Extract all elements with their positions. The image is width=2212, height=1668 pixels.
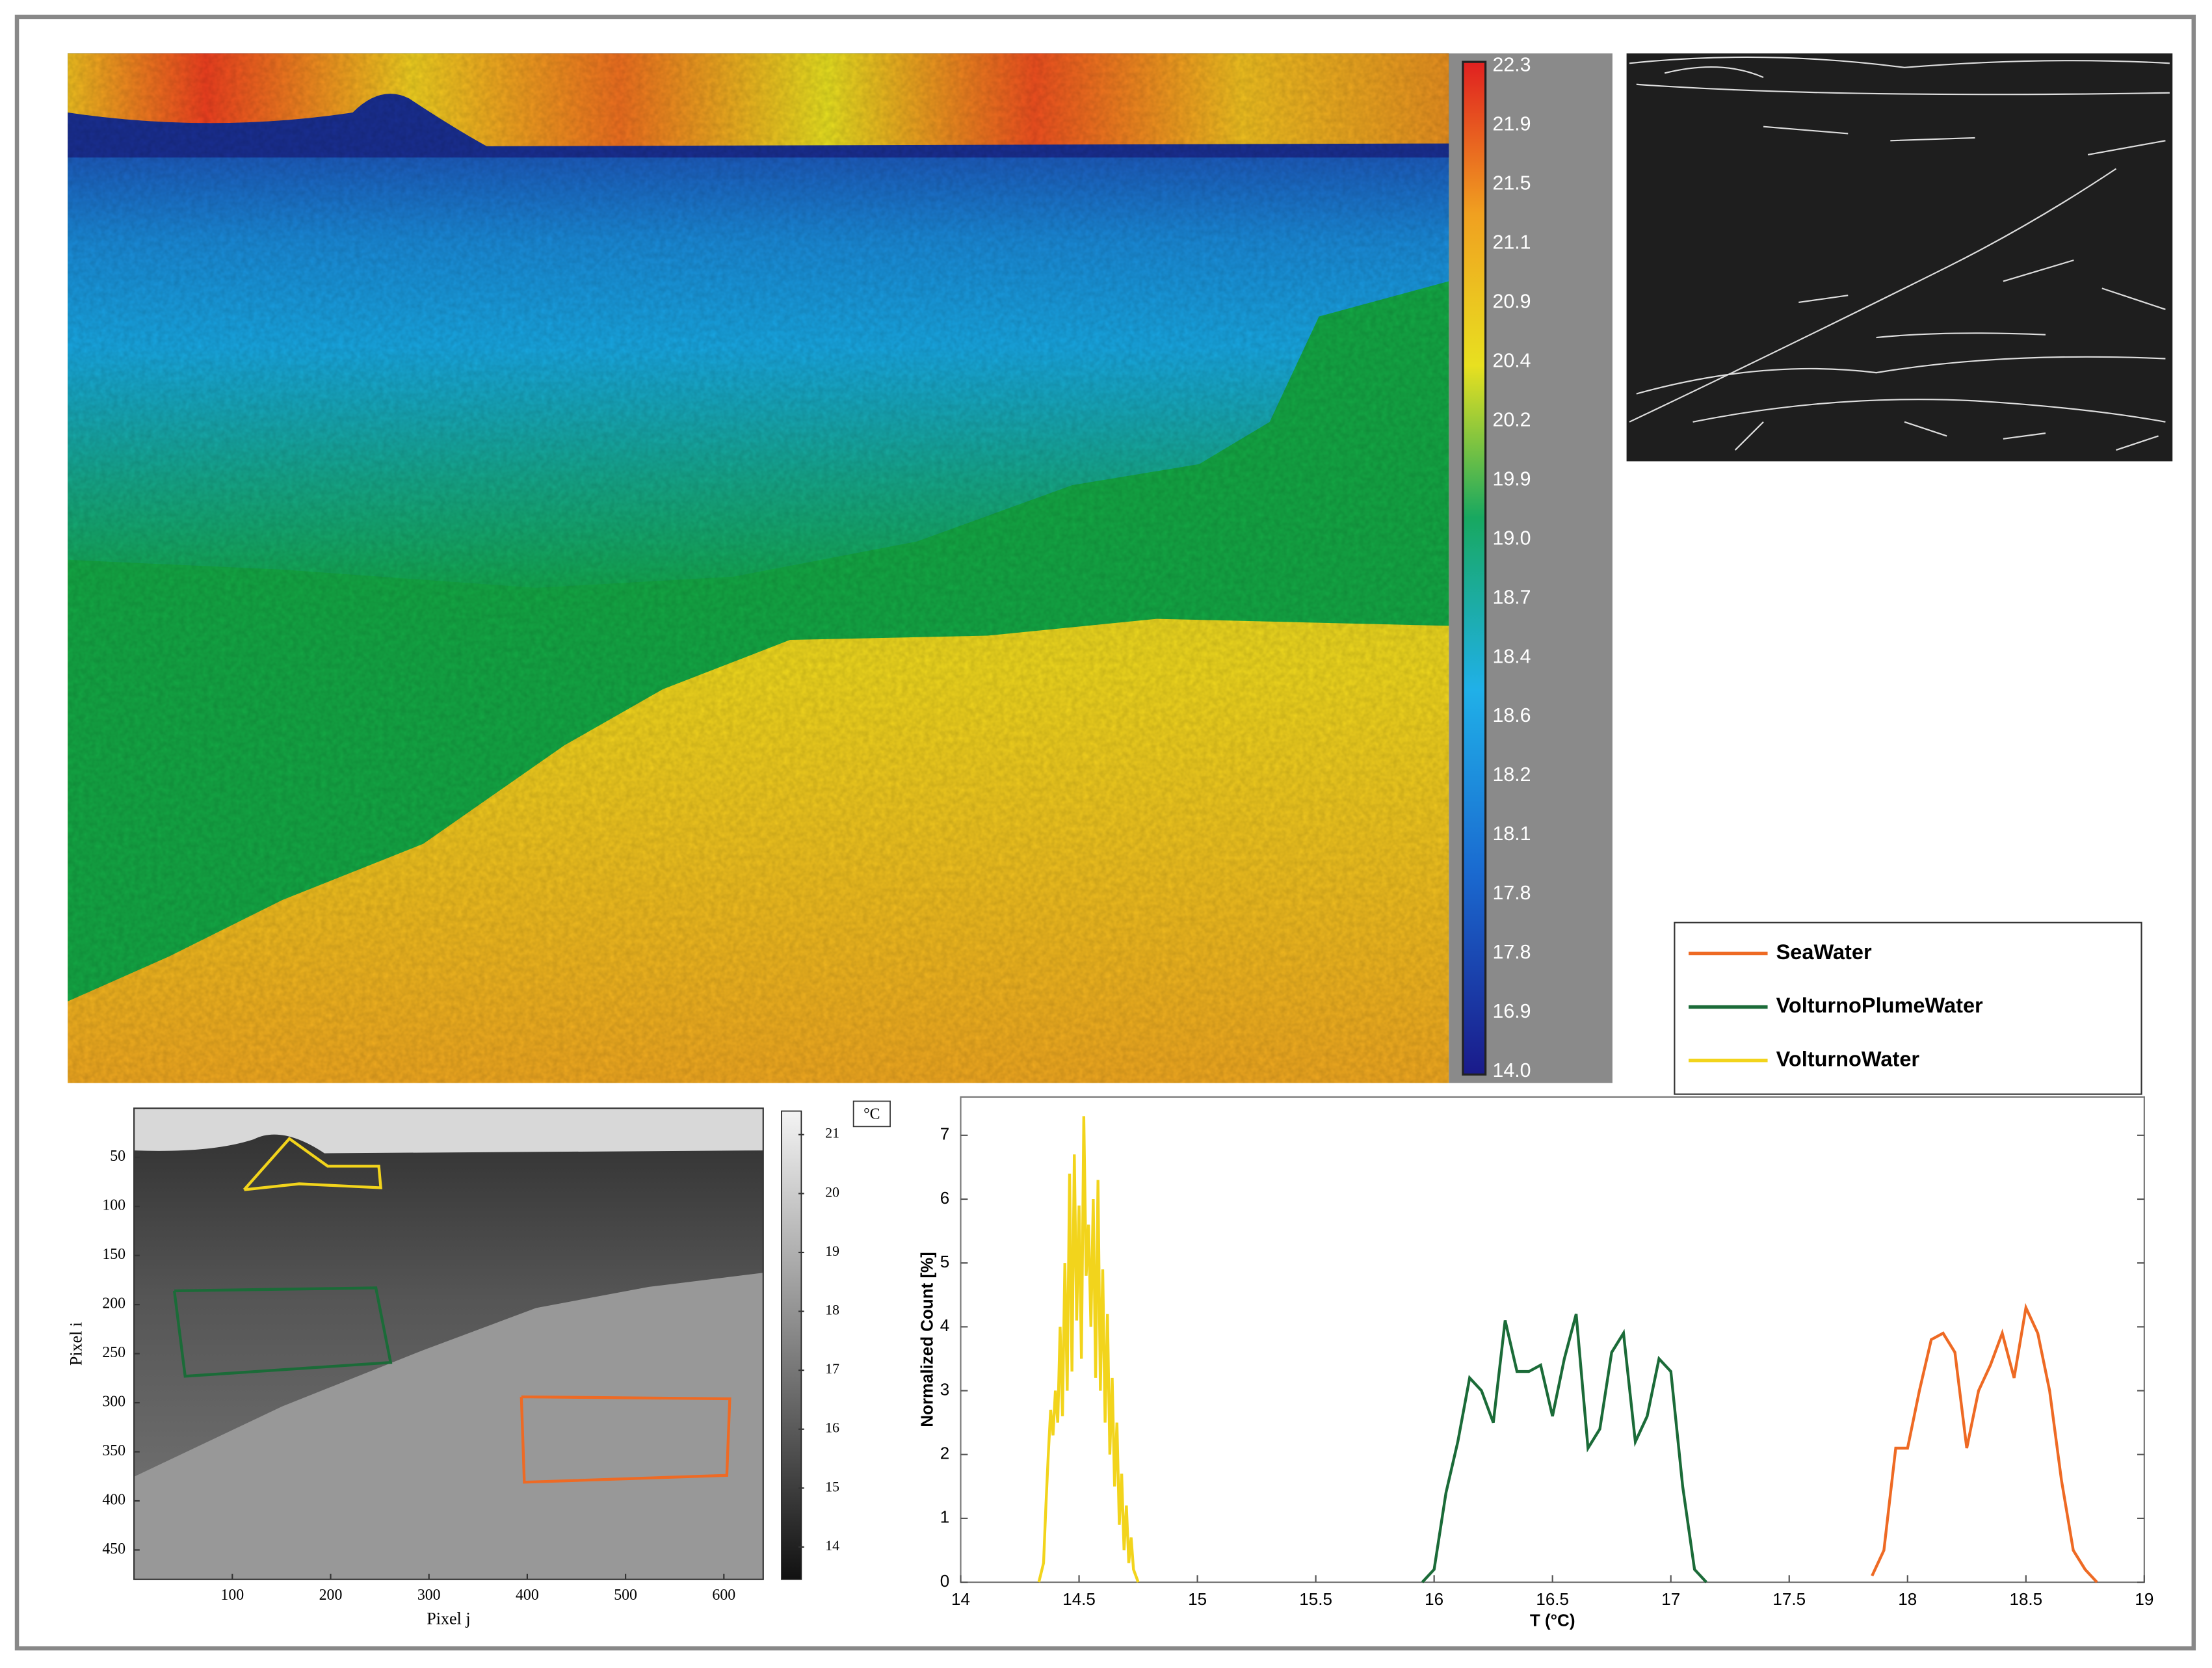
colorbar-label: 20.4 xyxy=(1492,351,1531,372)
x-tick-label: 600 xyxy=(712,1587,735,1604)
image-noise xyxy=(68,53,1449,1083)
colorbar-tick-label: 17 xyxy=(825,1361,839,1377)
y-tick-label: 400 xyxy=(102,1491,125,1508)
colorbar-label: 16.9 xyxy=(1492,1001,1531,1022)
y-tick-label: 350 xyxy=(102,1442,125,1459)
colorbar-tick-label: 14 xyxy=(825,1538,839,1554)
legend-label: VolturnoWater xyxy=(1776,1047,1920,1070)
x-tick-label: 15.5 xyxy=(1299,1589,1332,1609)
y-tick-label: 300 xyxy=(102,1394,125,1410)
legend-label: SeaWater xyxy=(1776,940,1872,964)
y-tick-label: 1 xyxy=(940,1507,949,1527)
colorbar-label: 19.0 xyxy=(1492,527,1531,549)
x-tick-label: 18.5 xyxy=(2009,1589,2042,1609)
y-tick-label: 150 xyxy=(102,1246,125,1263)
colorbar-label: 21.5 xyxy=(1492,173,1531,194)
x-axis-label: Pixel j xyxy=(427,1609,470,1628)
colorbar-tick-label: 16 xyxy=(825,1420,839,1436)
y-tick-label: 5 xyxy=(940,1252,949,1271)
colorbar-tick-label: 19 xyxy=(825,1243,839,1259)
gray-plume xyxy=(134,1273,763,1580)
thermal-image xyxy=(68,53,1613,1083)
y-tick-label: 0 xyxy=(940,1571,949,1591)
y-tick-label: 7 xyxy=(940,1124,949,1144)
x-tick-label: 400 xyxy=(516,1587,539,1604)
colorbar-label: 14.0 xyxy=(1492,1060,1531,1081)
x-tick-label: 100 xyxy=(220,1587,244,1604)
colorbar xyxy=(1462,60,1487,1076)
series-line xyxy=(1037,1116,1140,1583)
x-tick-label: 15 xyxy=(1188,1589,1207,1609)
x-tick-label: 19 xyxy=(2135,1589,2153,1609)
colorbar-unit: °C xyxy=(863,1106,880,1123)
colorbar-tick-label: 15 xyxy=(825,1479,839,1494)
gray-colorbar xyxy=(781,1110,802,1580)
figure-frame xyxy=(14,14,2196,1650)
y-axis-label: Normalized Count [%] xyxy=(917,1252,936,1427)
colorbar-tick-label: 21 xyxy=(825,1126,839,1141)
gray-shore xyxy=(134,1108,763,1154)
x-tick-label: 14.5 xyxy=(1062,1589,1096,1609)
y-axis-label: Pixel i xyxy=(66,1322,85,1366)
y-tick-label: 100 xyxy=(102,1197,125,1214)
y-tick-label: 2 xyxy=(940,1444,949,1463)
colorbar-label: 21.1 xyxy=(1492,232,1531,254)
plot-frame xyxy=(960,1096,2145,1583)
x-tick-label: 300 xyxy=(417,1587,441,1604)
colorbar-label: 18.1 xyxy=(1492,823,1531,845)
colorbar-label: 18.2 xyxy=(1492,764,1531,786)
x-tick-label: 16 xyxy=(1425,1589,1443,1609)
y-tick-label: 200 xyxy=(102,1295,125,1312)
colorbar-label: 17.8 xyxy=(1492,942,1531,963)
unit-box xyxy=(852,1100,891,1128)
colorbar-tick-label: 20 xyxy=(825,1184,839,1200)
colorbar-label: 22.3 xyxy=(1492,55,1531,76)
edge-background xyxy=(1626,53,2173,462)
roi-outline xyxy=(520,1395,731,1484)
series-line xyxy=(1871,1303,2098,1583)
x-tick-label: 17.5 xyxy=(1772,1589,1806,1609)
y-tick-label: 450 xyxy=(102,1541,125,1557)
y-tick-label: 250 xyxy=(102,1344,125,1361)
legend-label: VolturnoPlumeWater xyxy=(1776,994,1984,1017)
colorbar-label: 18.4 xyxy=(1492,646,1531,667)
colorbar-label: 20.9 xyxy=(1492,291,1531,313)
grayscale-image xyxy=(133,1100,891,1580)
colorbar-label: 18.6 xyxy=(1492,705,1531,726)
x-tick-label: 17 xyxy=(1661,1589,1680,1609)
y-tick-label: 4 xyxy=(940,1316,949,1335)
x-tick-label: 200 xyxy=(319,1587,343,1604)
edges xyxy=(1629,56,2170,451)
colorbar-label: 19.9 xyxy=(1492,468,1531,490)
colorbar-tick-label: 18 xyxy=(825,1303,839,1318)
series-line xyxy=(1421,1314,1707,1583)
x-tick-label: 16.5 xyxy=(1536,1589,1569,1609)
colorbar-label: 21.9 xyxy=(1492,114,1531,135)
x-axis-label: T (°C) xyxy=(1530,1611,1575,1630)
edge-image xyxy=(1626,53,2173,462)
x-tick-label: 500 xyxy=(614,1587,637,1604)
y-tick-label: 3 xyxy=(940,1379,949,1399)
colorbar-label: 17.8 xyxy=(1492,882,1531,904)
y-tick-label: 6 xyxy=(940,1188,949,1208)
colorbar-label: 18.7 xyxy=(1492,587,1531,608)
y-tick-label: 50 xyxy=(110,1148,125,1165)
colorbar-label: 20.2 xyxy=(1492,409,1531,430)
x-tick-label: 14 xyxy=(951,1589,970,1609)
gray-frame xyxy=(133,1107,764,1580)
roi-outline xyxy=(243,1137,383,1191)
roi-outline xyxy=(172,1286,393,1378)
x-tick-label: 18 xyxy=(1898,1589,1917,1609)
